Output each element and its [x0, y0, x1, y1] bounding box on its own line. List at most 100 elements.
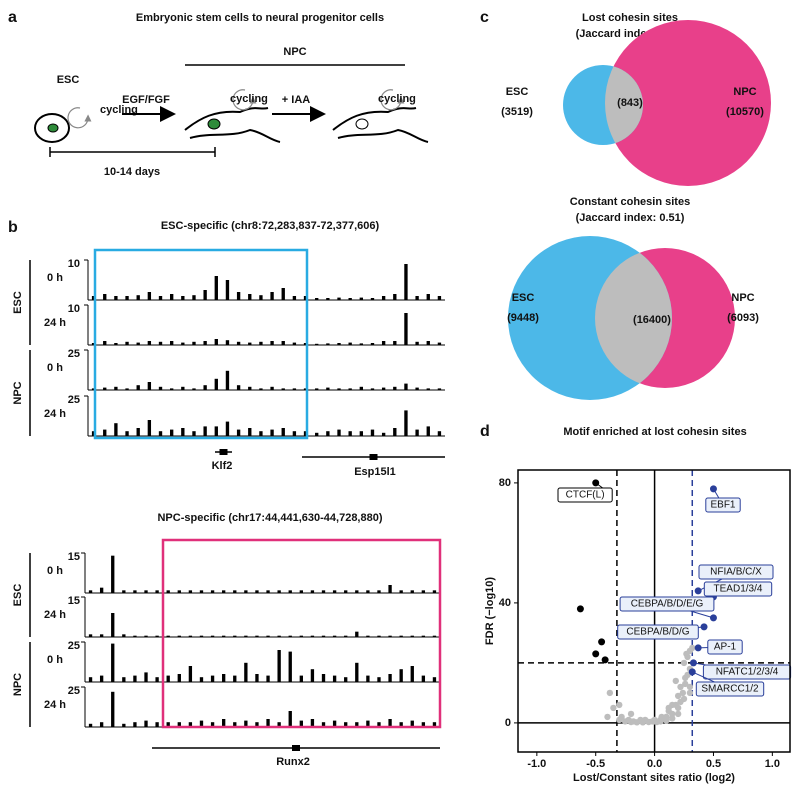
gene-label: Runx2	[276, 756, 310, 768]
signal-bar	[225, 370, 230, 390]
scale-label: 25	[68, 685, 80, 697]
signal-bar	[315, 343, 319, 345]
point-label: TEAD1/3/4	[714, 584, 763, 595]
signal-bar	[359, 297, 364, 300]
signal-bar	[348, 342, 352, 345]
signal-bar	[236, 292, 241, 300]
signal-bar	[144, 672, 148, 682]
y-tick-label: 80	[499, 477, 511, 489]
signal-bar	[199, 590, 204, 593]
signal-bar	[404, 313, 408, 345]
signal-bar	[111, 555, 115, 593]
track-title: NPC-specific (chr17:44,441,630-44,728,88…	[157, 512, 382, 524]
venn-label: NPC	[731, 292, 754, 304]
signal-bar	[255, 635, 259, 637]
venn-circle	[605, 20, 771, 186]
y-tick-label: 40	[499, 597, 511, 609]
signal-bar	[303, 388, 308, 390]
signal-bar	[158, 296, 163, 300]
signal-bar	[404, 264, 408, 300]
signal-bar	[381, 296, 386, 300]
signal-bar	[225, 421, 230, 436]
signal-bar	[188, 590, 193, 593]
scale-label: 10	[68, 258, 80, 270]
signal-bar	[181, 428, 185, 436]
venn-count: (10570)	[726, 106, 764, 118]
signal-bar	[192, 341, 196, 345]
signal-bar	[210, 590, 215, 593]
signal-bar	[210, 722, 215, 727]
signal-bar	[426, 341, 430, 345]
chart-title: Motif enriched at lost cohesin sites	[563, 426, 746, 438]
signal-bar	[288, 651, 292, 682]
signal-bar	[310, 635, 315, 637]
venn-label: ESC	[512, 292, 535, 304]
signal-bar	[166, 590, 170, 593]
signal-bar	[125, 431, 129, 436]
signal-bar	[377, 635, 381, 637]
signal-bar	[355, 631, 359, 637]
signal-bar	[233, 722, 237, 727]
signal-bar	[337, 429, 341, 436]
signal-bar	[144, 635, 148, 637]
signal-bar	[415, 429, 419, 436]
signal-bar	[210, 675, 215, 682]
signal-bar	[236, 429, 241, 436]
label-box	[698, 564, 774, 580]
point	[680, 659, 688, 667]
panel-label: b	[8, 219, 18, 236]
point-label: SMARCC1/2	[701, 684, 759, 695]
point	[649, 718, 656, 725]
label-box	[705, 497, 741, 513]
signal-bar	[381, 432, 386, 436]
signal-bar	[88, 723, 93, 727]
signal-bar	[214, 339, 218, 345]
signal-bar	[214, 426, 218, 436]
signal-bar	[366, 675, 370, 682]
group-label: ESC	[12, 291, 24, 314]
venn-count: (3519)	[501, 106, 533, 118]
group-label: ESC	[12, 584, 24, 607]
signal-bar	[332, 675, 337, 682]
time-label: 24 h	[44, 609, 66, 621]
signal-bar	[158, 431, 163, 436]
panel-label: d	[480, 423, 490, 440]
signal-bar	[270, 386, 274, 390]
duration-label: 10-14 days	[104, 166, 160, 178]
signal-bar	[114, 423, 118, 436]
signal-bar	[155, 635, 159, 637]
signal-bar	[99, 634, 104, 637]
signal-bar	[377, 590, 381, 593]
signal-bar	[225, 280, 230, 300]
signal-bar	[91, 431, 96, 436]
signal-bar	[299, 720, 303, 727]
signal-bar	[299, 590, 303, 593]
signal-bar	[147, 382, 152, 390]
signal-bar	[169, 341, 174, 345]
signal-bar	[244, 590, 248, 593]
gene-label: Klf2	[212, 460, 233, 472]
signal-bar	[310, 719, 315, 727]
signal-bar	[299, 635, 303, 637]
signal-bar	[270, 292, 274, 300]
x-tick-label: 0.0	[647, 758, 662, 770]
panel-label: c	[480, 9, 489, 26]
signal-bar	[188, 722, 193, 727]
point	[686, 689, 694, 697]
signal-bar	[177, 722, 181, 727]
signal-bar	[404, 383, 408, 390]
signal-bar	[166, 675, 170, 682]
point	[677, 683, 684, 691]
signal-bar	[410, 720, 414, 727]
step-label: + IAA	[282, 94, 310, 106]
npc-cell	[184, 89, 281, 143]
time-label: 24 h	[44, 317, 66, 329]
signal-bar	[303, 343, 308, 345]
cycling-label: cycling	[100, 104, 138, 116]
signal-bar	[88, 634, 93, 637]
signal-bar	[236, 341, 241, 345]
signal-bar	[410, 635, 414, 637]
cycling-label: cycling	[230, 93, 268, 105]
signal-bar	[344, 677, 348, 682]
